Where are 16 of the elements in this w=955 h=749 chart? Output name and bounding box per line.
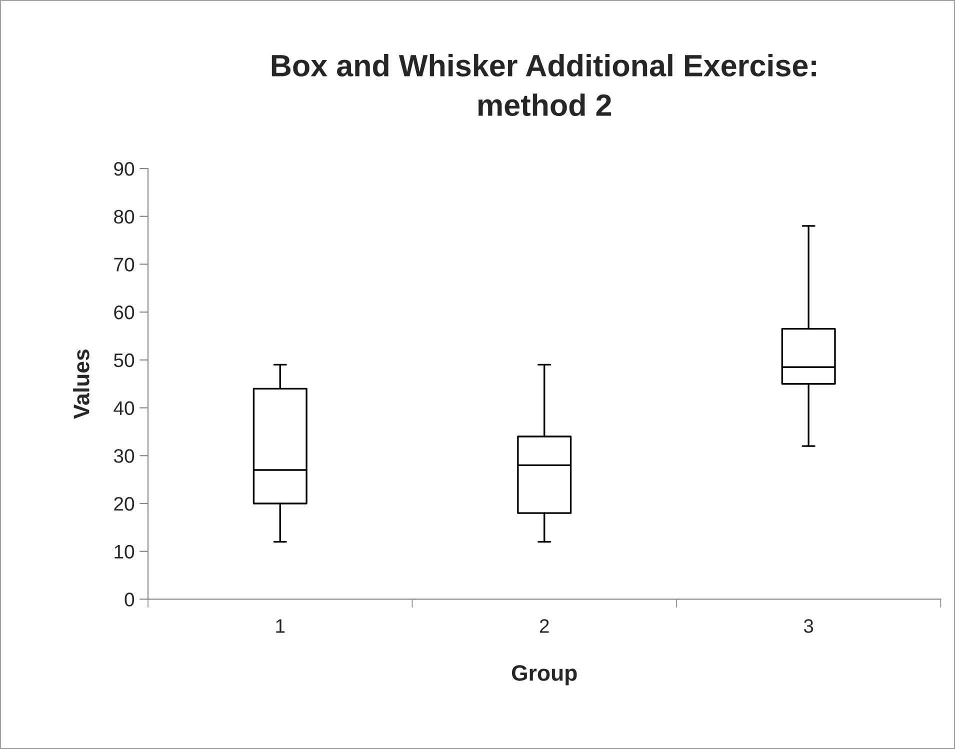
- y-axis-title: Values: [73, 350, 90, 419]
- y-tick-label: 30: [114, 449, 134, 463]
- chart-title: Box and Whisker Additional Exercise: method 2: [272, 54, 816, 116]
- x-tick-label: 3: [804, 619, 814, 633]
- y-tick-label: 60: [114, 306, 134, 320]
- y-tick-label: 70: [114, 258, 134, 272]
- y-tick-label: 20: [114, 496, 134, 511]
- x-tick-label: 1: [276, 619, 285, 633]
- y-tick-label: 50: [114, 353, 134, 368]
- y-tick-label: 90: [114, 162, 134, 176]
- y-tick-label: 0: [124, 592, 134, 606]
- y-tick-label: 10: [114, 544, 134, 559]
- x-tick-label: 2: [540, 619, 549, 633]
- y-tick-label: 80: [114, 210, 134, 224]
- x-axis-title: Group: [512, 665, 577, 686]
- y-tick-label: 40: [114, 401, 134, 416]
